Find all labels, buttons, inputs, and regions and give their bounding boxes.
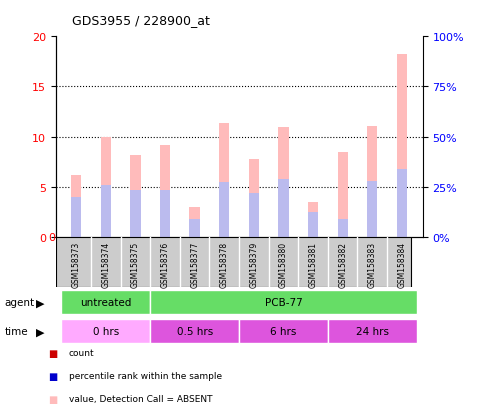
Text: GSM158384: GSM158384 [398,242,406,287]
Text: ▶: ▶ [36,297,45,308]
Bar [100,185,111,237]
Bar [160,190,170,237]
Text: GSM158383: GSM158383 [368,242,377,287]
Bar [308,212,318,237]
Text: ■: ■ [48,348,57,358]
Bar [100,138,111,237]
Bar [338,152,348,237]
Bar [189,219,200,237]
Text: GSM158376: GSM158376 [160,242,170,287]
Text: GSM158379: GSM158379 [249,242,258,287]
Text: GSM158377: GSM158377 [190,242,199,287]
Text: time: time [5,326,28,337]
Text: 0.5 hrs: 0.5 hrs [177,326,213,336]
Bar [130,190,141,237]
Text: GSM158381: GSM158381 [309,242,318,287]
Text: untreated: untreated [80,297,131,307]
Text: GSM158380: GSM158380 [279,242,288,287]
Bar [160,145,170,237]
Bar [150,290,417,315]
Text: ▶: ▶ [36,326,45,337]
Bar [239,319,328,344]
Bar [219,123,229,237]
Bar [219,183,229,237]
Bar [367,181,378,237]
Text: count: count [69,349,94,358]
Bar [130,155,141,237]
Bar [367,126,378,237]
Text: ■: ■ [48,394,57,404]
Text: 0 hrs: 0 hrs [93,326,119,336]
Text: GDS3955 / 228900_at: GDS3955 / 228900_at [72,14,210,27]
Bar [61,319,150,344]
Bar [189,207,200,237]
Text: PCB-77: PCB-77 [265,297,302,307]
Text: GSM158378: GSM158378 [220,242,229,287]
Text: GSM158374: GSM158374 [101,242,111,287]
Bar [71,176,82,237]
Text: GSM158373: GSM158373 [72,242,81,287]
Text: GSM158375: GSM158375 [131,242,140,287]
Text: agent: agent [5,297,35,308]
Text: percentile rank within the sample: percentile rank within the sample [69,371,222,380]
Bar [71,197,82,237]
Text: 6 hrs: 6 hrs [270,326,297,336]
Bar [278,179,289,237]
Text: GSM158382: GSM158382 [338,242,347,287]
Text: 0: 0 [48,233,55,242]
Bar [61,290,150,315]
Bar [150,319,239,344]
Bar [397,55,407,237]
Text: ■: ■ [48,371,57,381]
Bar [328,319,417,344]
Bar [249,159,259,237]
Bar [397,169,407,237]
Bar [278,127,289,237]
Text: 24 hrs: 24 hrs [356,326,389,336]
Text: value, Detection Call = ABSENT: value, Detection Call = ABSENT [69,394,212,403]
Bar [308,202,318,237]
Bar [338,219,348,237]
Bar [249,193,259,237]
